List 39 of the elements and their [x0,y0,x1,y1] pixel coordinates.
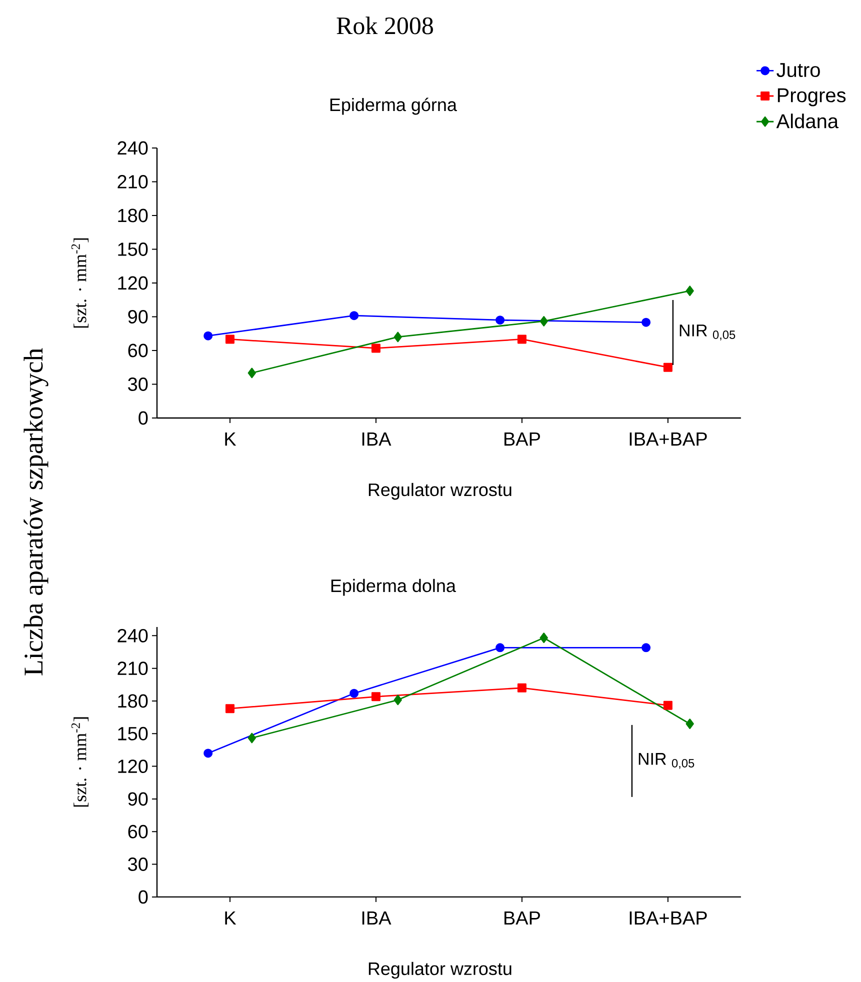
x-axis-title: Regulator wzrostu [368,962,512,979]
y-tick-label: 30 [128,858,148,872]
y-tick-label: 30 [128,378,148,391]
y-tick-label: 0 [138,890,148,904]
y-tick-label: 210 [118,175,148,188]
chart-title: Epiderma górna [330,98,457,115]
chart-title: Epiderma dolna [331,578,456,596]
y-tick-label: 60 [128,344,148,358]
y-axis-title: [szt. · mm$^{-2}$] [72,238,89,328]
y-tick-label: 150 [118,242,148,256]
y-tick-label: 240 [118,141,148,155]
x-tick-label: IBA+BAP [630,911,707,925]
y-tick-label: 240 [118,628,148,642]
text: Rok 2008 [336,16,434,34]
x-axis-title: Regulator wzrostu [368,482,512,500]
y-tick-label: 0 [138,411,148,425]
annotation: NIR $_{0,05}$ [680,324,736,340]
x-tick-label: BAP [504,432,540,446]
text: Liczba aparatów szparkowych [24,348,48,676]
y-tick-label: 60 [128,824,148,838]
x-tick-label: IBA+BAP [630,432,707,446]
x-tick-label: BAP [504,911,540,925]
legend-label: Progres [778,88,846,106]
y-axis-title: [szt. · mm$^{-2}$] [72,717,89,807]
x-tick-label: K [225,911,236,925]
y-tick-label: 90 [128,310,148,324]
annotation: NIR $_{0,05}$ [638,753,694,769]
x-tick-label: IBA [362,432,392,446]
y-tick-label: 120 [118,276,148,290]
y-tick-label: 120 [118,760,148,774]
y-tick-label: 150 [118,726,148,740]
x-tick-label: IBA [362,911,392,925]
y-tick-label: 180 [118,208,148,222]
legend-label: Aldana [776,114,839,128]
legend-label: Jutro [776,63,820,78]
x-tick-label: K [225,432,236,446]
y-tick-label: 90 [128,792,148,806]
y-tick-label: 210 [118,662,148,676]
y-tick-label: 180 [118,694,148,708]
